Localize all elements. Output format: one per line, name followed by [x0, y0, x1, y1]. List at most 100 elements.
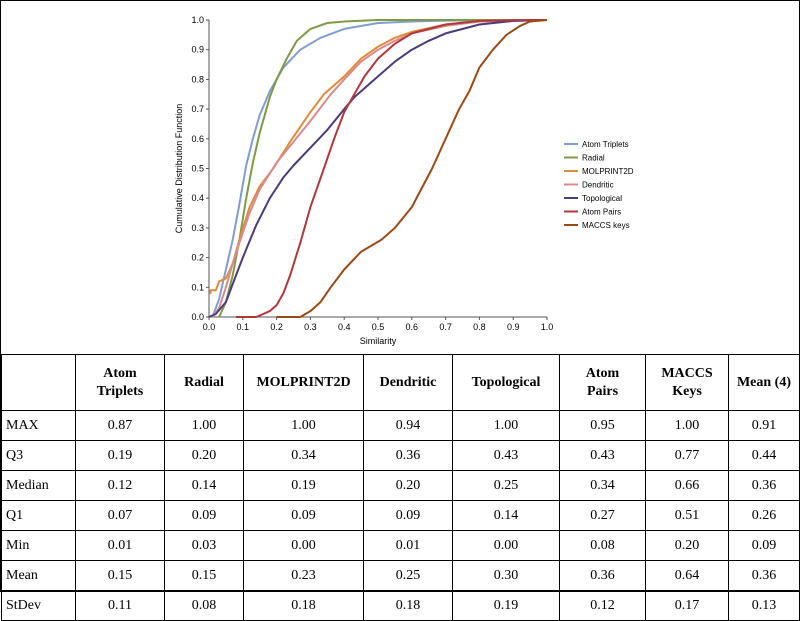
table-cell: 0.18 — [363, 590, 453, 621]
table-cell: 0.00 — [452, 530, 560, 561]
table-row: MAX 0.87 1.00 1.00 0.94 1.00 0.95 1.00 0.91 — [1, 410, 800, 441]
table-cell: 0.87 — [75, 410, 165, 441]
table-cell: 0.20 — [363, 470, 453, 501]
table-row: StDev 0.11 0.08 0.18 0.18 0.19 0.12 0.17 0.13 — [1, 590, 800, 621]
table-cell: 0.66 — [645, 470, 729, 501]
series-line-topological — [208, 19, 548, 318]
legend-entry: Atom Pairs — [582, 208, 621, 217]
table-cell: 0.43 — [452, 440, 560, 471]
table-cell: 0.18 — [243, 590, 364, 621]
row-label: Q3 — [1, 440, 76, 471]
table-cell: 1.00 — [243, 410, 364, 441]
cdf-chart: 0.0 0.1 0.2 0.3 0.4 0.5 0.6 0.7 0.8 0.9 1.0 0.0 0.1 0… — [1, 1, 799, 354]
table-cell: 0.19 — [75, 440, 165, 471]
x-tick-label: 0.7 — [439, 322, 452, 332]
row-label: Q1 — [1, 500, 76, 531]
x-tick-label: 0.6 — [406, 322, 419, 332]
table-cell: 0.12 — [559, 590, 646, 621]
legend-entry: MOLPRINT2D — [582, 167, 634, 176]
y-tick-label: 0.3 — [191, 223, 204, 233]
column-header: Atom Triplets — [75, 354, 165, 411]
series-line-atom-pairs — [236, 19, 547, 318]
y-tick-label: 1.0 — [191, 15, 204, 25]
table-header-row: Atom Triplets Radial MOLPRINT2D Dendritic Top… — [1, 354, 800, 411]
table-cell: 1.00 — [164, 410, 244, 441]
series-line-atom-triplets — [211, 19, 547, 318]
table-cell: 0.34 — [559, 470, 646, 501]
table-cell: 1.00 — [645, 410, 729, 441]
table-cell: 0.25 — [452, 470, 560, 501]
legend-entry: MACCS keys — [582, 221, 630, 230]
table-cell: 0.14 — [452, 500, 560, 531]
table-row: Mean 0.15 0.15 0.23 0.25 0.30 0.36 0.64 0.36 — [1, 560, 800, 591]
table-cell: 0.13 — [728, 590, 800, 621]
table-cell: 0.09 — [243, 500, 364, 531]
statistics-table: Atom Triplets Radial MOLPRINT2D Dendritic Top… — [1, 354, 800, 621]
y-tick-label: 0.4 — [191, 193, 204, 203]
y-tick-label: 0.1 — [191, 282, 204, 292]
table-cell: 0.25 — [363, 560, 453, 591]
y-tick-label: 0.0 — [191, 312, 204, 322]
table-cell: 0.19 — [243, 470, 364, 501]
table-cell: 0.07 — [75, 500, 165, 531]
table-cell: 0.03 — [164, 530, 244, 561]
column-header: Mean (4) — [728, 354, 800, 411]
x-tick-label: 0.3 — [304, 322, 317, 332]
legend-entry: Dendritic — [582, 181, 614, 190]
table-cell: 0.01 — [363, 530, 453, 561]
column-header: MACCS Keys — [645, 354, 729, 411]
row-label: Min — [1, 530, 76, 561]
y-tick-label: 0.2 — [191, 253, 204, 263]
table-row: Q1 0.07 0.09 0.09 0.09 0.14 0.27 0.51 0.26 — [1, 500, 800, 531]
table-cell: 0.00 — [243, 530, 364, 561]
table-cell: 0.36 — [728, 470, 800, 501]
y-axis-label: Cumulative Distribution Function — [174, 104, 184, 234]
x-tick-label: 0.5 — [372, 322, 385, 332]
series-line-dendritic — [211, 19, 547, 318]
table-cell: 0.15 — [164, 560, 244, 591]
table-cell: 0.95 — [559, 410, 646, 441]
table-cell: 0.09 — [164, 500, 244, 531]
table-cell: 0.43 — [559, 440, 646, 471]
column-header — [1, 354, 76, 411]
row-label: StDev — [1, 590, 76, 621]
column-header: Atom Pairs — [559, 354, 646, 411]
x-tick-label: 0.9 — [507, 322, 520, 332]
table-row: Min 0.01 0.03 0.00 0.01 0.00 0.08 0.20 0.09 — [1, 530, 800, 561]
table-cell: 0.19 — [452, 590, 560, 621]
column-header: Dendritic — [363, 354, 453, 411]
table-cell: 0.26 — [728, 500, 800, 531]
x-tick-label: 0.2 — [270, 322, 283, 332]
table-cell: 0.64 — [645, 560, 729, 591]
table-cell: 0.08 — [559, 530, 646, 561]
table-cell: 0.08 — [164, 590, 244, 621]
table-cell: 1.00 — [452, 410, 560, 441]
table-cell: 0.09 — [363, 500, 453, 531]
legend-entry: Radial — [582, 154, 605, 163]
table-cell: 0.09 — [728, 530, 800, 561]
y-tick-label: 0.7 — [191, 104, 204, 114]
series-line-molprint2d — [209, 19, 548, 295]
column-header: Topological — [452, 354, 560, 411]
x-axis-label: Similarity — [360, 336, 397, 346]
chart-svg: 0.0 0.1 0.2 0.3 0.4 0.5 0.6 0.7 0.8 0.9 1.0 0.0 0.1 0… — [174, 15, 634, 346]
x-tick-label: 0.0 — [203, 322, 216, 332]
table-cell: 0.20 — [164, 440, 244, 471]
row-label: Median — [1, 470, 76, 501]
series-line-radial — [218, 19, 547, 318]
x-tick-label: 0.8 — [473, 322, 486, 332]
column-header: Radial — [164, 354, 244, 411]
table-cell: 0.36 — [559, 560, 646, 591]
table-cell: 0.91 — [728, 410, 800, 441]
table-cell: 0.27 — [559, 500, 646, 531]
table-cell: 0.20 — [645, 530, 729, 561]
y-tick-label: 0.6 — [191, 134, 204, 144]
table-cell: 0.11 — [75, 590, 165, 621]
table-cell: 0.23 — [243, 560, 364, 591]
series-line-maccs-keys — [276, 19, 548, 318]
table-cell: 0.34 — [243, 440, 364, 471]
x-tick-label: 0.4 — [338, 322, 351, 332]
table-cell: 0.51 — [645, 500, 729, 531]
y-tick-label: 0.8 — [191, 74, 204, 84]
